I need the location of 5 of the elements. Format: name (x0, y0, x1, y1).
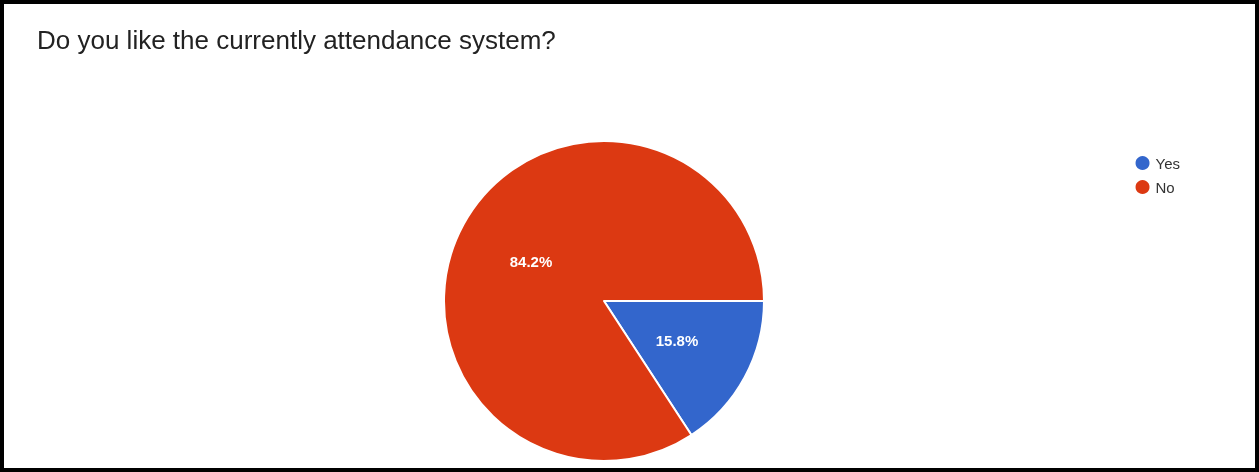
data-label: 84.2% (509, 252, 553, 270)
data-label: 15.8% (655, 332, 699, 350)
chart-title: Do you like the currently attendance system? (37, 25, 556, 55)
legend-label: No (1155, 178, 1175, 196)
legend-label: Yes (1155, 154, 1181, 172)
